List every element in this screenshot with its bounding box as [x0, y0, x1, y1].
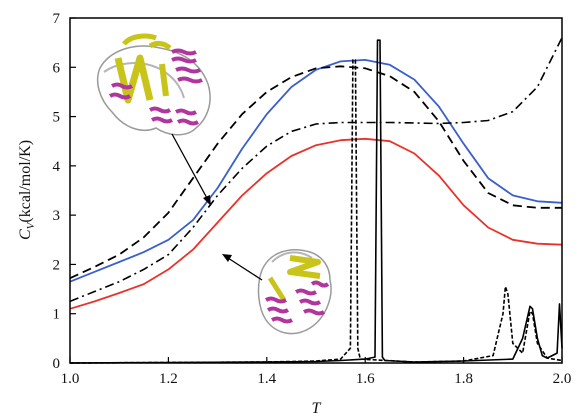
y-axis-label-symbol: C	[17, 229, 34, 240]
y-tick-label: 5	[53, 110, 61, 126]
protein-structure-top-image	[96, 33, 211, 136]
series-line-6	[69, 59, 563, 364]
plot-frame	[69, 17, 563, 364]
y-axis-label-unit: (kcal/mol/K)	[17, 140, 34, 223]
y-tick-label: 0	[53, 356, 61, 372]
x-tick-label: 1.0	[61, 371, 80, 387]
y-tick-label: 4	[53, 159, 61, 175]
y-tick-label: 1	[53, 307, 61, 323]
x-tick-label: 1.4	[257, 371, 276, 387]
y-axis-label-subscript: V	[25, 221, 37, 229]
x-tick-label: 2.0	[553, 371, 572, 387]
x-tick-label: 1.6	[356, 371, 375, 387]
inset-arrow-bottom	[222, 254, 263, 281]
x-tick-label: 1.8	[454, 371, 473, 387]
series-line-5	[69, 39, 563, 364]
x-tick-label: 1.2	[159, 371, 178, 387]
series-line-3	[69, 37, 563, 303]
y-tick-label: 6	[53, 60, 61, 76]
series-line-2	[69, 65, 562, 280]
x-axis-label: T	[312, 400, 322, 417]
inset-arrow-top	[171, 133, 211, 206]
y-tick-label: 3	[53, 208, 61, 224]
series-line-1	[69, 59, 563, 283]
ticks-layer: 1.0 1.2 1.4 1.6 1.8 2.0 0 1 2 3 4 5 6 7	[53, 11, 572, 387]
y-axis-label: CV(kcal/mol/K)	[17, 140, 37, 240]
y-tick-label: 2	[53, 257, 61, 273]
series-line-4	[69, 137, 563, 310]
y-tick-label: 7	[53, 11, 61, 27]
protein-structure-bottom-image	[257, 249, 332, 335]
